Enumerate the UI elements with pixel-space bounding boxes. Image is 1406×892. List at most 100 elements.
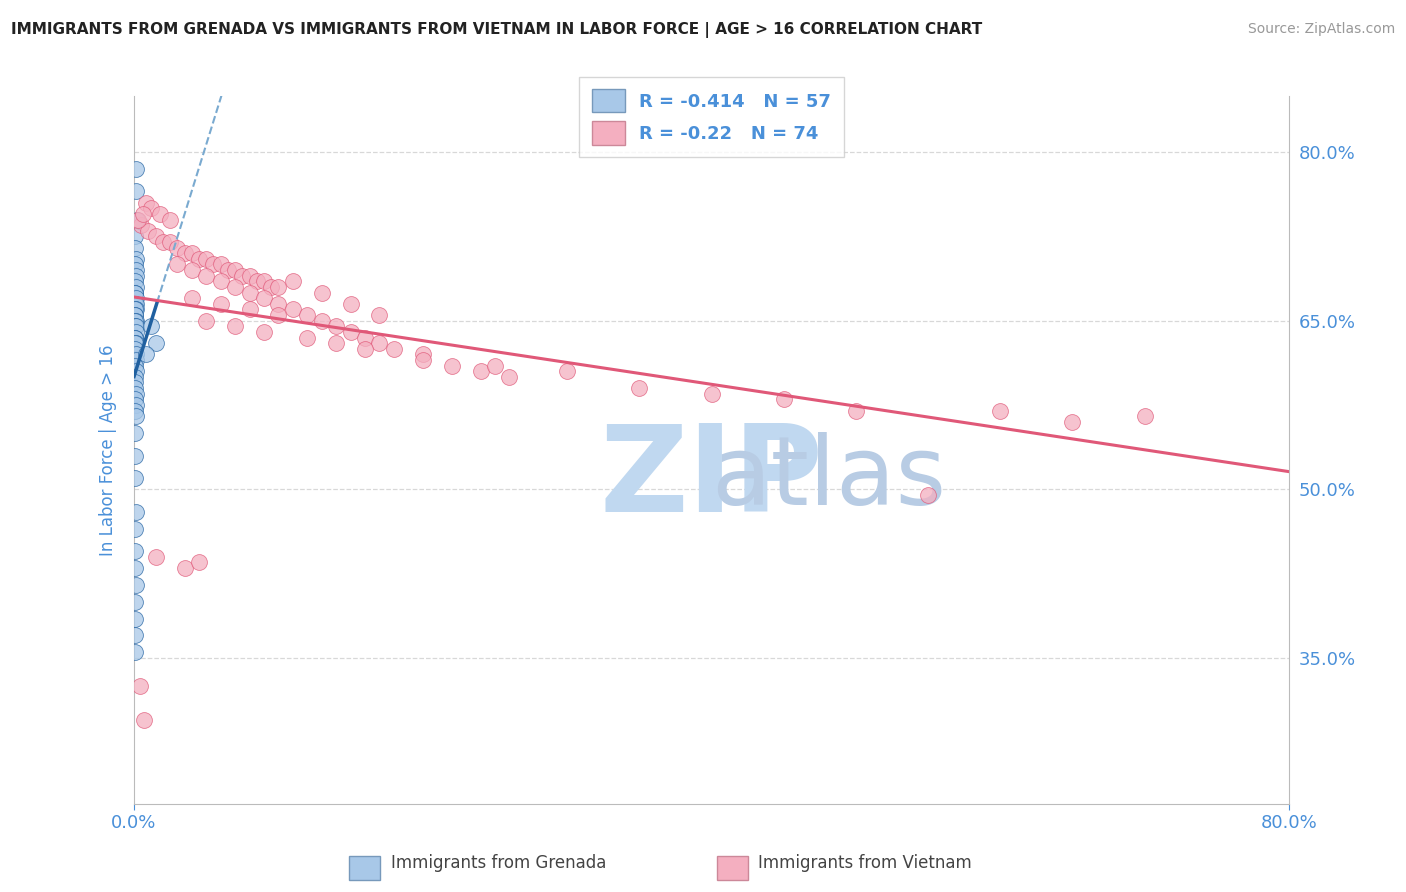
Point [297, 330, 319, 344]
Point [173, 246, 195, 260]
Point [125, 185, 148, 199]
Point [124, 544, 146, 558]
Point [124, 426, 146, 441]
Point [267, 308, 290, 322]
Point [238, 302, 260, 317]
Point [125, 291, 148, 305]
Point [124, 330, 146, 344]
Point [173, 561, 195, 575]
Point [354, 330, 377, 344]
Point [135, 195, 157, 210]
Point [124, 302, 146, 317]
Point [246, 274, 269, 288]
Point [125, 252, 148, 266]
Point [845, 403, 868, 417]
Point [484, 359, 506, 373]
Point [412, 353, 434, 368]
Point [141, 319, 163, 334]
Point [354, 342, 377, 356]
Point [260, 280, 283, 294]
Point [470, 364, 492, 378]
Point [124, 308, 146, 322]
Point [125, 280, 148, 294]
Point [224, 280, 246, 294]
Point [124, 330, 146, 344]
Point [124, 392, 146, 407]
Legend: R = -0.414   N = 57, R = -0.22   N = 74: R = -0.414 N = 57, R = -0.22 N = 74 [579, 77, 844, 157]
Point [125, 268, 148, 283]
Point [311, 314, 333, 328]
Point [124, 595, 146, 609]
Point [195, 268, 218, 283]
Text: atlas: atlas [711, 432, 946, 524]
Point [124, 645, 146, 659]
Point [124, 398, 146, 412]
Point [138, 224, 160, 238]
Point [124, 241, 146, 255]
Point [124, 370, 146, 384]
Point [124, 274, 146, 288]
Point [124, 522, 146, 536]
Point [125, 212, 148, 227]
Point [917, 488, 939, 502]
Point [124, 258, 146, 272]
Point [124, 308, 146, 322]
Point [498, 370, 520, 384]
Text: ZIPatlas: ZIPatlas [498, 425, 927, 532]
Point [124, 403, 146, 417]
Point [281, 274, 304, 288]
Point [125, 347, 148, 361]
Point [127, 212, 149, 227]
Y-axis label: In Labor Force | Age > 16: In Labor Force | Age > 16 [100, 344, 117, 556]
Point [159, 212, 181, 227]
Point [124, 628, 146, 642]
Point [124, 319, 146, 334]
Point [152, 235, 174, 249]
Point [149, 207, 172, 221]
Point [180, 291, 202, 305]
Point [180, 246, 202, 260]
Point [166, 241, 188, 255]
Point [124, 314, 146, 328]
Point [125, 364, 148, 378]
Point [188, 555, 211, 569]
Point [325, 319, 347, 334]
Text: Immigrants from Grenada: Immigrants from Grenada [391, 855, 607, 872]
Point [195, 252, 218, 266]
Point [124, 285, 146, 300]
Point [224, 319, 246, 334]
Point [124, 381, 146, 395]
Point [124, 449, 146, 463]
Point [145, 549, 167, 564]
Point [125, 325, 148, 339]
Point [311, 285, 333, 300]
Point [281, 302, 304, 317]
Point [440, 359, 463, 373]
Point [1133, 409, 1156, 424]
Point [159, 235, 181, 249]
Point [368, 308, 391, 322]
Point [124, 336, 146, 351]
Point [135, 347, 157, 361]
Point [988, 403, 1011, 417]
Point [1062, 415, 1084, 429]
Point [555, 364, 578, 378]
Point [124, 611, 146, 625]
Point [124, 359, 146, 373]
Point [224, 263, 246, 277]
Point [339, 325, 361, 339]
Point [145, 336, 167, 351]
Point [253, 274, 276, 288]
Point [166, 258, 188, 272]
Point [125, 336, 148, 351]
Point [267, 297, 290, 311]
Point [412, 347, 434, 361]
Text: Immigrants from Vietnam: Immigrants from Vietnam [758, 855, 972, 872]
Point [209, 258, 232, 272]
Point [297, 308, 319, 322]
Point [267, 280, 290, 294]
Point [145, 229, 167, 244]
Point [124, 263, 146, 277]
Point [125, 161, 148, 176]
Point [124, 353, 146, 368]
